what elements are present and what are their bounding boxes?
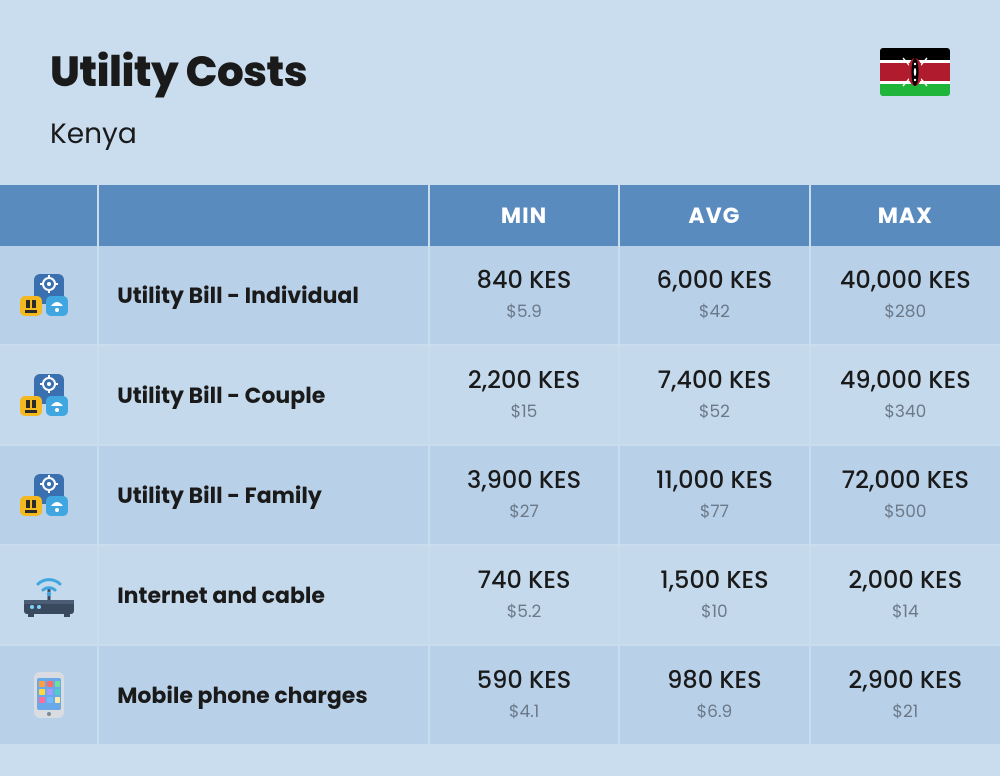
table-row: Utility Bill - Individual840 KES$5.96,00… — [0, 246, 1000, 345]
cell-avg: 1,500 KES$10 — [619, 545, 809, 645]
col-avg: AVG — [619, 185, 809, 246]
page-subtitle: Kenya — [50, 113, 307, 155]
cell-max: 2,900 KES$21 — [810, 645, 1000, 745]
min-kes: 590 KES — [440, 666, 608, 696]
avg-kes: 7,400 KES — [630, 366, 798, 396]
col-icon — [0, 185, 98, 246]
cell-max: 72,000 KES$500 — [810, 445, 1000, 545]
min-kes: 2,200 KES — [440, 366, 608, 396]
avg-usd: $6.9 — [630, 698, 798, 724]
avg-kes: 1,500 KES — [630, 566, 798, 596]
min-usd: $27 — [440, 498, 608, 524]
title-block: Utility Costs Kenya — [50, 40, 307, 155]
cell-avg: 7,400 KES$52 — [619, 345, 809, 445]
cell-min: 740 KES$5.2 — [429, 545, 619, 645]
table-row: Utility Bill - Family3,900 KES$2711,000 … — [0, 445, 1000, 545]
cell-min: 3,900 KES$27 — [429, 445, 619, 545]
table-row: Mobile phone charges590 KES$4.1980 KES$6… — [0, 645, 1000, 745]
avg-usd: $77 — [630, 498, 798, 524]
col-label — [98, 185, 429, 246]
avg-kes: 6,000 KES — [630, 266, 798, 296]
avg-kes: 11,000 KES — [630, 466, 798, 496]
cell-avg: 980 KES$6.9 — [619, 645, 809, 745]
max-usd: $14 — [821, 598, 990, 624]
router-icon — [0, 545, 98, 645]
utility-costs-table: MIN AVG MAX Utility Bill - Individual840… — [0, 185, 1000, 746]
row-label: Mobile phone charges — [98, 645, 429, 745]
min-kes: 740 KES — [440, 566, 608, 596]
row-label: Utility Bill - Individual — [98, 246, 429, 345]
min-usd: $5.9 — [440, 298, 608, 324]
cell-avg: 6,000 KES$42 — [619, 246, 809, 345]
min-kes: 840 KES — [440, 266, 608, 296]
max-usd: $280 — [821, 298, 990, 324]
cell-max: 49,000 KES$340 — [810, 345, 1000, 445]
max-kes: 2,900 KES — [821, 666, 990, 696]
cell-min: 840 KES$5.9 — [429, 246, 619, 345]
min-usd: $5.2 — [440, 598, 608, 624]
kenya-flag-icon — [880, 48, 950, 96]
avg-usd: $42 — [630, 298, 798, 324]
cell-min: 2,200 KES$15 — [429, 345, 619, 445]
row-label: Internet and cable — [98, 545, 429, 645]
cell-min: 590 KES$4.1 — [429, 645, 619, 745]
cell-avg: 11,000 KES$77 — [619, 445, 809, 545]
min-usd: $4.1 — [440, 698, 608, 724]
cell-max: 2,000 KES$14 — [810, 545, 1000, 645]
max-kes: 40,000 KES — [821, 266, 990, 296]
max-kes: 72,000 KES — [821, 466, 990, 496]
table-row: Utility Bill - Couple2,200 KES$157,400 K… — [0, 345, 1000, 445]
row-label: Utility Bill - Family — [98, 445, 429, 545]
row-label: Utility Bill - Couple — [98, 345, 429, 445]
max-usd: $340 — [821, 398, 990, 424]
max-usd: $500 — [821, 498, 990, 524]
phone-icon — [0, 645, 98, 745]
avg-kes: 980 KES — [630, 666, 798, 696]
cell-max: 40,000 KES$280 — [810, 246, 1000, 345]
utility-couple-icon — [0, 345, 98, 445]
max-kes: 2,000 KES — [821, 566, 990, 596]
min-kes: 3,900 KES — [440, 466, 608, 496]
avg-usd: $52 — [630, 398, 798, 424]
table-header-row: MIN AVG MAX — [0, 185, 1000, 246]
utility-family-icon — [0, 445, 98, 545]
header: Utility Costs Kenya — [0, 0, 1000, 185]
max-usd: $21 — [821, 698, 990, 724]
utility-individual-icon — [0, 246, 98, 345]
page-title: Utility Costs — [50, 40, 307, 103]
table-row: Internet and cable740 KES$5.21,500 KES$1… — [0, 545, 1000, 645]
min-usd: $15 — [440, 398, 608, 424]
max-kes: 49,000 KES — [821, 366, 990, 396]
col-max: MAX — [810, 185, 1000, 246]
col-min: MIN — [429, 185, 619, 246]
avg-usd: $10 — [630, 598, 798, 624]
